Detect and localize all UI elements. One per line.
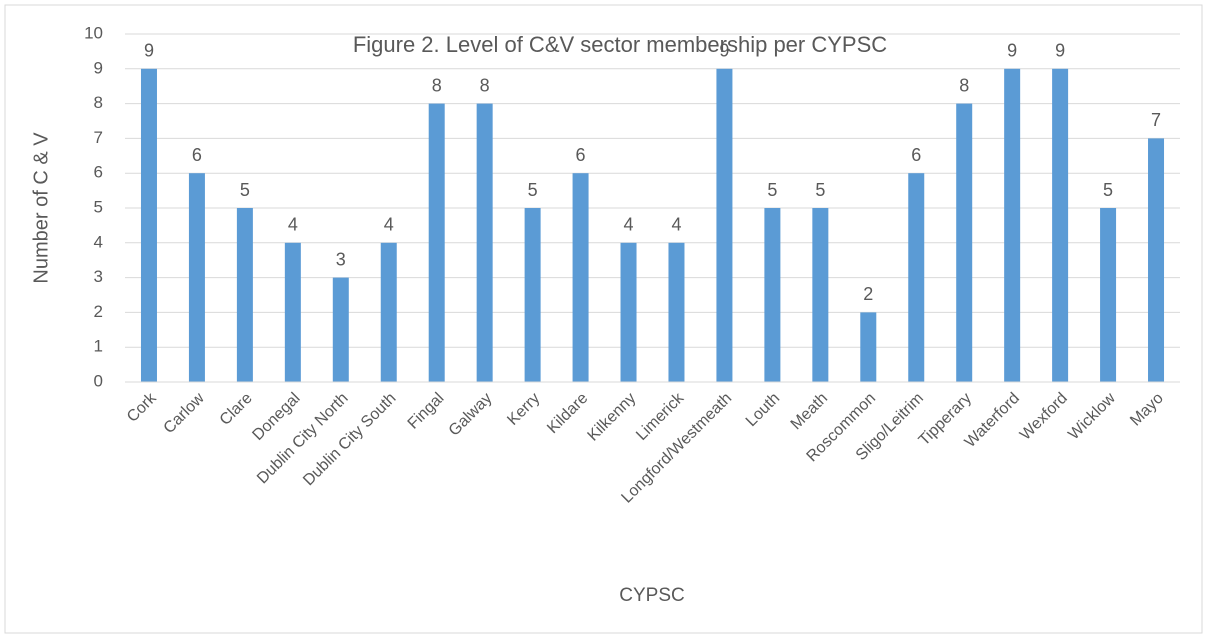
bar xyxy=(1052,68,1069,383)
chart-border xyxy=(4,4,1203,634)
data-label: 6 xyxy=(192,145,202,165)
x-axis-label: CYPSC xyxy=(619,585,684,606)
chart-title: Figure 2. Level of C&V sector membership… xyxy=(353,32,887,57)
y-tick-label: 1 xyxy=(94,337,103,356)
bar xyxy=(956,103,973,382)
y-tick-label: 0 xyxy=(94,371,103,390)
y-tick-label: 7 xyxy=(94,128,103,147)
bar xyxy=(1100,208,1117,382)
data-label: 4 xyxy=(671,215,681,235)
y-tick-label: 2 xyxy=(94,302,103,321)
bar xyxy=(812,208,829,382)
data-label: 2 xyxy=(863,284,873,304)
bar xyxy=(668,242,685,382)
data-label: 9 xyxy=(719,41,729,61)
data-label: 9 xyxy=(1055,41,1065,61)
bar xyxy=(428,103,445,382)
y-tick-label: 4 xyxy=(94,232,103,251)
data-label: 3 xyxy=(336,249,346,269)
bar xyxy=(140,68,157,383)
data-label: 8 xyxy=(432,75,442,95)
data-label: 6 xyxy=(576,145,586,165)
bar xyxy=(188,173,205,382)
bar xyxy=(572,173,589,382)
y-tick-label: 5 xyxy=(94,197,103,216)
bar xyxy=(476,103,493,382)
y-tick-label: 3 xyxy=(94,267,103,286)
bar xyxy=(908,173,925,382)
bar xyxy=(284,242,301,382)
data-label: 4 xyxy=(384,215,394,235)
y-tick-label: 9 xyxy=(94,58,103,77)
data-label: 5 xyxy=(528,180,538,200)
bar xyxy=(236,208,253,382)
bar xyxy=(860,312,877,382)
bar xyxy=(1148,138,1165,382)
data-label: 8 xyxy=(959,75,969,95)
bar xyxy=(332,277,349,382)
y-tick-label: 6 xyxy=(94,163,103,182)
bar xyxy=(1004,68,1021,383)
data-label: 5 xyxy=(1103,180,1113,200)
data-label: 9 xyxy=(1007,41,1017,61)
bar xyxy=(620,242,637,382)
data-label: 9 xyxy=(144,41,154,61)
y-tick-label: 8 xyxy=(94,93,103,112)
bar xyxy=(524,208,541,382)
data-label: 4 xyxy=(624,215,634,235)
data-label: 5 xyxy=(767,180,777,200)
data-label: 7 xyxy=(1151,110,1161,130)
bar xyxy=(716,68,733,383)
data-label: 8 xyxy=(480,75,490,95)
data-label: 6 xyxy=(911,145,921,165)
bar xyxy=(764,208,781,382)
data-label: 5 xyxy=(815,180,825,200)
y-tick-label: 10 xyxy=(84,23,103,42)
data-label: 4 xyxy=(288,215,298,235)
y-axis-label: Number of C & V xyxy=(30,132,52,284)
bar xyxy=(380,242,397,382)
data-label: 5 xyxy=(240,180,250,200)
